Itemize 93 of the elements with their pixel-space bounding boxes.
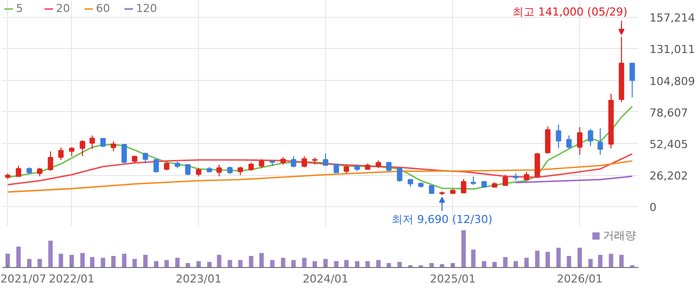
bar [546, 252, 550, 268]
bar [207, 262, 212, 268]
candlestick [154, 159, 159, 174]
bar [16, 246, 21, 268]
candlestick [142, 152, 148, 164]
bar [556, 248, 561, 268]
bar [280, 258, 286, 268]
bar [90, 257, 94, 268]
x-tick-label: 2026/01 [556, 272, 603, 286]
legend-label: 5 [16, 2, 24, 15]
bar [238, 260, 243, 268]
y-tick-label: 78,607 [650, 106, 688, 120]
bar [27, 258, 32, 268]
candlestick [577, 126, 582, 156]
x-tick-label: 2022/01 [48, 272, 95, 286]
candlestick [386, 161, 392, 172]
bar [535, 250, 540, 268]
bar [503, 257, 508, 268]
bar [578, 248, 582, 268]
legend-label: 거래량 [603, 228, 636, 243]
candlestick [598, 128, 603, 156]
bar [164, 260, 169, 268]
candlestick [502, 174, 508, 186]
y-tick-label: 52,405 [650, 138, 688, 152]
bar [482, 261, 486, 268]
legend-label: 60 [96, 2, 111, 15]
candlestick [90, 134, 95, 150]
bar [48, 240, 53, 268]
y-tick-label: 157,214 [650, 12, 695, 25]
y-tick-label: 0 [650, 201, 656, 214]
candlestick [460, 178, 466, 194]
annotation: 최고 141,000 (05/29) [512, 6, 628, 19]
x-tick-label: 2023/01 [176, 272, 222, 286]
bar [334, 261, 339, 268]
bar [354, 261, 360, 268]
candlestick [322, 153, 328, 166]
bar [471, 250, 476, 268]
candlestick [290, 156, 296, 168]
candlestick [566, 134, 572, 149]
bar [111, 256, 116, 268]
candlestick [588, 128, 594, 147]
bar [216, 254, 222, 268]
legend-label: 20 [56, 2, 71, 15]
y-tick-label: 104,809 [650, 74, 695, 88]
line-series [7, 160, 633, 193]
bar [70, 254, 74, 268]
annotation: 최저 9,690 (12/30) [392, 213, 492, 226]
candlestick [80, 140, 86, 157]
bar [270, 260, 275, 268]
bar [186, 263, 190, 268]
bar [248, 256, 254, 268]
bar [598, 254, 602, 268]
bar [376, 260, 381, 268]
bar [461, 230, 466, 268]
x-tick-label: 2021/07 [0, 272, 46, 286]
bar [386, 263, 392, 268]
candlestick [556, 124, 562, 149]
bar [365, 261, 370, 268]
bar [175, 258, 180, 268]
candlestick [16, 165, 22, 177]
bar [6, 254, 10, 268]
candlestick [48, 150, 54, 172]
bar [154, 261, 158, 268]
candlestick [630, 62, 635, 98]
bar [58, 254, 64, 268]
bar [259, 252, 264, 268]
bar [397, 262, 402, 268]
bar [132, 258, 137, 268]
line-series [7, 153, 633, 186]
candlestick [122, 144, 127, 166]
candlestick [58, 147, 64, 160]
bar [122, 254, 126, 268]
bar [38, 258, 42, 268]
bar [228, 260, 232, 268]
bar [143, 254, 148, 268]
bar [344, 260, 349, 268]
bar [429, 263, 434, 268]
candlestick [534, 152, 540, 178]
candlestick [258, 158, 264, 169]
bar [302, 258, 307, 268]
candlestick [396, 168, 402, 182]
candlestick [302, 156, 308, 168]
x-tick-label: 2025/01 [430, 272, 476, 286]
y-tick-label: 26,202 [650, 170, 688, 183]
candlestick [69, 146, 74, 157]
legend-label: 120 [136, 2, 157, 15]
bar [312, 261, 317, 268]
candlestick [545, 126, 550, 154]
y-tick-label: 131,011 [650, 43, 695, 56]
candlestick [216, 164, 222, 177]
bar [514, 261, 518, 268]
candlestick [110, 140, 116, 152]
x-tick-label: 2024/01 [302, 272, 348, 286]
